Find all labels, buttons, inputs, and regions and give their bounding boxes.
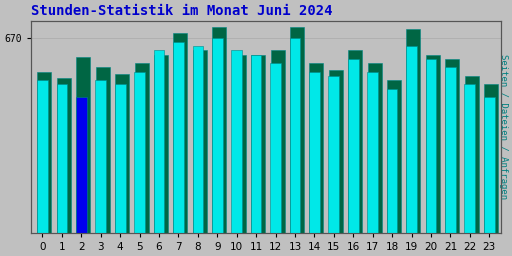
Bar [464,84,475,233]
Bar [96,67,110,233]
Bar [56,84,67,233]
Bar [407,29,420,233]
Bar [309,63,324,233]
Bar [290,38,301,233]
Bar [425,59,436,233]
Bar [251,55,262,233]
Bar [115,74,129,233]
Bar [270,63,281,233]
Bar [348,50,362,233]
Bar [212,38,223,233]
Bar [251,55,265,233]
Bar [231,50,242,233]
Bar [76,97,87,233]
Bar [387,80,401,233]
Bar [484,84,498,233]
Bar [76,57,90,233]
Bar [115,84,125,233]
Bar [174,34,187,233]
Bar [387,89,397,233]
Bar [329,69,343,233]
Bar [212,27,226,233]
Bar [426,55,440,233]
Bar [290,27,304,233]
Bar [173,42,184,233]
Bar [465,76,479,233]
Bar [193,46,203,233]
Bar [135,63,148,233]
Bar [445,67,456,233]
Bar [95,80,106,233]
Bar [154,50,164,233]
Bar [445,59,459,233]
Bar [309,72,320,233]
Text: Stunden-Statistik im Monat Juni 2024: Stunden-Statistik im Monat Juni 2024 [31,4,332,18]
Bar [484,97,495,233]
Bar [231,55,246,233]
Bar [134,72,145,233]
Bar [406,46,417,233]
Bar [329,76,339,233]
Bar [348,59,358,233]
Bar [367,72,378,233]
Bar [270,50,285,233]
Bar [37,72,51,233]
Bar [57,78,71,233]
Bar [368,63,381,233]
Bar [193,50,207,233]
Bar [37,80,48,233]
Y-axis label: Seiten / Dateien / Anfragen: Seiten / Dateien / Anfragen [499,54,508,199]
Bar [154,55,168,233]
